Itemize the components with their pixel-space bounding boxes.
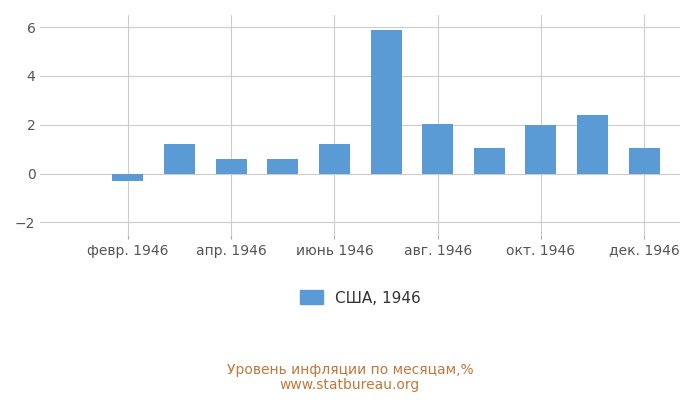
Text: www.statbureau.org: www.statbureau.org xyxy=(280,378,420,392)
Bar xyxy=(629,148,659,174)
Bar xyxy=(319,144,350,174)
Bar xyxy=(526,125,557,174)
Bar xyxy=(113,174,144,181)
Bar xyxy=(370,30,402,174)
Legend: США, 1946: США, 1946 xyxy=(300,290,421,306)
Bar xyxy=(577,115,608,174)
Bar xyxy=(267,159,298,174)
Bar xyxy=(474,148,505,174)
Bar xyxy=(216,159,246,174)
Bar xyxy=(164,144,195,174)
Text: Уровень инфляции по месяцам,%: Уровень инфляции по месяцам,% xyxy=(227,363,473,377)
Bar xyxy=(422,124,453,174)
